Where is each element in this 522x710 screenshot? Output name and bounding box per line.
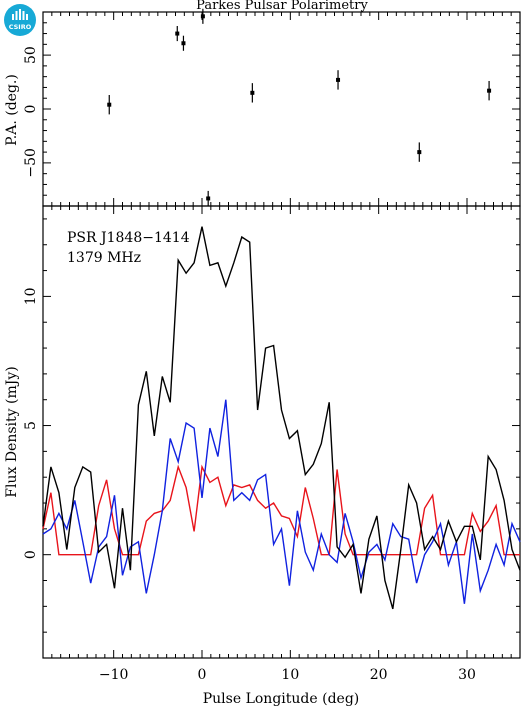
pa-y-tick-label: −50 xyxy=(23,148,39,178)
flux-y-tick-label: 0 xyxy=(23,550,39,559)
pa-point xyxy=(417,142,422,162)
pa-y-axis-label: P.A. (deg.) xyxy=(4,74,20,146)
flux-x-tick-label: 0 xyxy=(198,667,207,683)
pa-marker xyxy=(336,77,341,82)
pa-point xyxy=(107,94,112,115)
flux-circular-line xyxy=(42,399,521,604)
flux-x-axis-label: Pulse Longitude (deg) xyxy=(203,691,360,707)
frequency-label: 1379 MHz xyxy=(67,250,141,266)
pa-panel-frame xyxy=(42,11,521,207)
pa-marker xyxy=(181,41,186,46)
pa-point xyxy=(250,83,255,103)
pa-marker xyxy=(250,90,255,95)
pa-y-tick-label: 50 xyxy=(23,46,39,64)
pa-marker xyxy=(175,31,180,36)
pa-panel: −50 0 50 P.A. (deg.) xyxy=(4,8,521,207)
pa-point xyxy=(487,80,492,101)
csiro-logo-text: CSIRO xyxy=(9,23,32,31)
flux-y-axis-label: Flux Density (mJy) xyxy=(4,366,20,497)
flux-linear-line xyxy=(42,464,520,556)
flux-y-tick-labels: 0 5 10 xyxy=(23,287,39,559)
flux-panel-frame xyxy=(42,205,521,659)
flux-y-tick-label: 10 xyxy=(23,287,39,305)
pa-y-tick-label: 0 xyxy=(23,105,39,114)
csiro-logo: CSIRO xyxy=(4,4,36,36)
pa-point xyxy=(181,35,186,51)
pa-y-tick-labels: −50 0 50 xyxy=(23,46,39,177)
flux-x-tick-label: 30 xyxy=(458,667,476,683)
pa-marker xyxy=(487,88,492,93)
pa-point xyxy=(175,26,180,42)
pa-point xyxy=(200,8,205,24)
pa-point xyxy=(206,190,211,206)
flux-x-tick-label: 20 xyxy=(370,667,388,683)
pa-marker xyxy=(107,102,112,107)
pa-marker xyxy=(206,196,211,201)
flux-x-tick-labels: −10 0 10 20 30 xyxy=(99,667,476,683)
flux-axis-ticks xyxy=(42,206,521,659)
pa-data-points xyxy=(107,8,492,206)
pa-point xyxy=(336,70,341,90)
pa-axis-ticks xyxy=(42,11,521,207)
flux-x-tick-label: 10 xyxy=(281,667,299,683)
flux-y-tick-label: 5 xyxy=(23,421,39,430)
flux-total-line xyxy=(42,226,521,610)
figure-title: Parkes Pulsar Polarimetry xyxy=(196,0,368,13)
flux-x-tick-label: −10 xyxy=(99,667,129,683)
flux-series-lines xyxy=(42,226,521,610)
pa-marker xyxy=(200,14,205,19)
psr-name-label: PSR J1848−1414 xyxy=(67,230,190,246)
pa-marker xyxy=(417,150,422,155)
